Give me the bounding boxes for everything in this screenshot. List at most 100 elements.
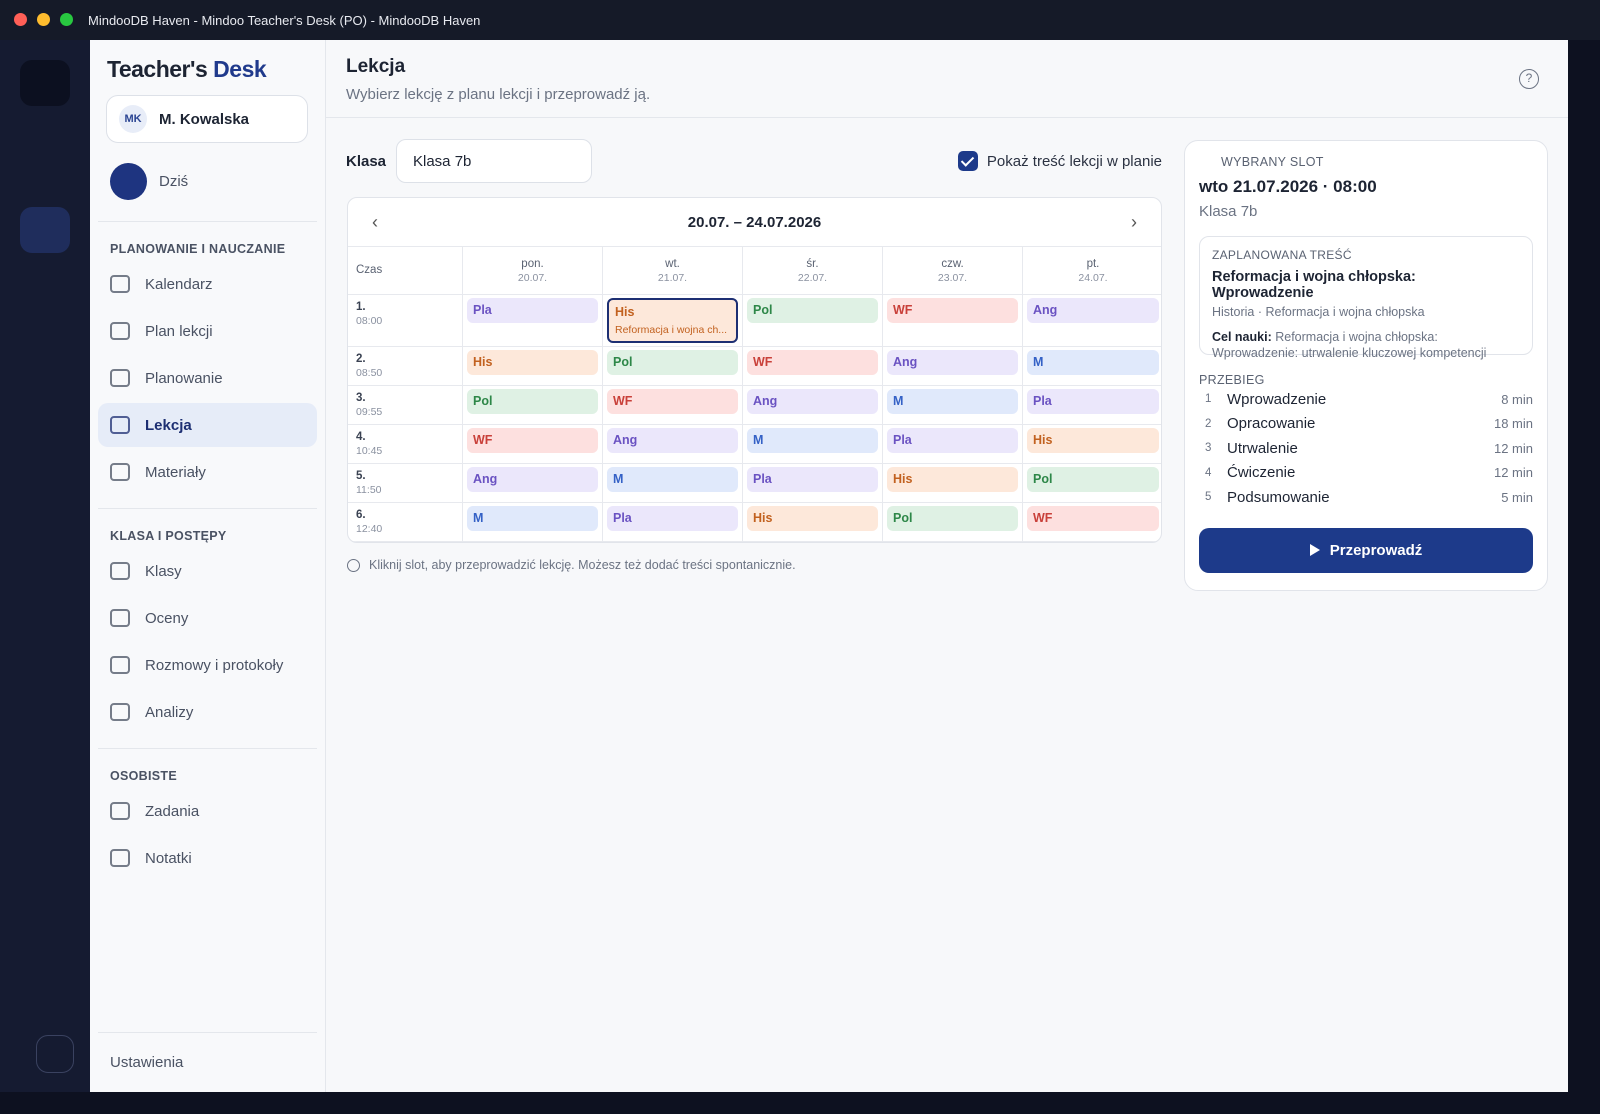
nav-label: Oceny (145, 609, 189, 627)
flow-step: 3 Utrwalenie 12 min (1199, 436, 1533, 461)
app-rail (0, 40, 90, 1092)
class-select[interactable]: Klasa 7b (396, 139, 592, 183)
lesson-subject: Pla (893, 433, 912, 447)
start-button[interactable]: Przeprowadź (1199, 527, 1533, 573)
day-header: śr. 22.07. (743, 247, 883, 295)
period-number: 2. (356, 353, 366, 365)
lesson-slot[interactable]: His (887, 467, 1018, 492)
day-name: śr. (806, 258, 819, 270)
lesson-slot[interactable]: M (747, 428, 878, 453)
nav-item[interactable]: Plan lekcji (98, 309, 317, 353)
settings-link[interactable]: Ustawienia (98, 1032, 317, 1092)
lesson-slot[interactable]: Pla (747, 467, 878, 492)
lesson-slot[interactable]: Pla (887, 428, 1018, 453)
nav-item[interactable]: Oceny (98, 596, 317, 640)
slot-cell: Pol (463, 386, 603, 425)
day-header: wt. 21.07. (603, 247, 743, 295)
nav-item[interactable]: Notatki (98, 836, 317, 880)
lesson-slot[interactable]: Pol (467, 389, 598, 414)
nav-label: Zadania (145, 802, 200, 820)
lesson-slot[interactable]: Ang (467, 467, 598, 492)
day-date: 22.07. (797, 272, 828, 284)
lesson-slot[interactable]: WF (887, 298, 1018, 323)
brand-first: Teacher's (107, 56, 208, 82)
lesson-slot[interactable]: Ang (887, 350, 1018, 375)
lesson-subject: WF (893, 303, 913, 317)
show-content-toggle[interactable]: Pokaż treść lekcji w planie (957, 151, 1162, 171)
lesson-slot[interactable]: His Reformacja i wojna ch... (607, 298, 738, 343)
lesson-slot[interactable]: Pol (887, 506, 1018, 531)
lesson-slot[interactable]: His (1027, 428, 1159, 453)
slot-cell: Ang (603, 425, 743, 464)
lesson-subject: M (473, 511, 484, 525)
lesson-subject: Pol (613, 355, 633, 369)
show-content-label: Pokaż treść lekcji w planie (986, 152, 1162, 170)
day-name: pon. (521, 258, 544, 270)
period: 3. 09:55 (348, 386, 463, 425)
lesson-slot[interactable]: M (607, 467, 738, 492)
rail-dashboard[interactable] (20, 150, 70, 196)
checkbox[interactable] (957, 151, 978, 171)
lesson-subject: WF (753, 355, 773, 369)
today-link[interactable]: Dziś (110, 161, 317, 201)
nav-item[interactable]: Rozmowy i protokoły (98, 643, 317, 687)
maximize-button[interactable] (60, 13, 73, 26)
slot-cell: Pla (883, 425, 1023, 464)
rail-collapse[interactable] (36, 1035, 74, 1073)
nav-label: Materiały (145, 463, 206, 481)
lesson-slot[interactable]: WF (747, 350, 878, 375)
goal-label: Cel nauki: (1212, 330, 1272, 344)
slot-datetime: wto 21.07.2026 · 08:00 (1199, 177, 1377, 196)
lesson-slot[interactable]: Pla (467, 298, 598, 323)
close-button[interactable] (14, 13, 27, 26)
rail-settings[interactable] (20, 442, 70, 488)
lesson-slot[interactable]: Pol (1027, 467, 1159, 492)
settings-label: Ustawienia (110, 1054, 184, 1071)
lesson-slot[interactable]: Pol (747, 298, 878, 323)
day-header: pon. 20.07. (463, 247, 603, 295)
lesson-slot[interactable]: Ang (747, 389, 878, 414)
nav-item[interactable]: Zadania (98, 789, 317, 833)
rail-scan[interactable] (20, 325, 70, 371)
nav-icon (110, 369, 130, 387)
lesson-slot[interactable]: WF (607, 389, 738, 414)
brand: Teacher's Desk (107, 56, 317, 83)
minimize-button[interactable] (37, 13, 50, 26)
lesson-slot[interactable]: Ang (607, 428, 738, 453)
lesson-slot[interactable]: Pol (607, 350, 738, 375)
lesson-slot[interactable]: M (887, 389, 1018, 414)
nav-item[interactable]: Analizy (98, 690, 317, 734)
help-button[interactable]: ? (1519, 69, 1539, 89)
prev-week[interactable]: ‹ (372, 212, 378, 232)
slot-cell: M (1023, 347, 1161, 386)
slot-cell: M (463, 503, 603, 542)
lesson-slot[interactable]: WF (467, 428, 598, 453)
rail-sync[interactable] (20, 266, 70, 312)
step-number: 5 (1205, 491, 1212, 504)
rail-launch[interactable] (20, 207, 70, 253)
rail-database[interactable] (20, 383, 70, 429)
slot-cell: WF (743, 347, 883, 386)
lesson-slot[interactable]: Pla (607, 506, 738, 531)
next-week[interactable]: › (1131, 212, 1137, 232)
lesson-subject: M (893, 394, 904, 408)
lesson-slot[interactable]: Pla (1027, 389, 1159, 414)
slot-cell: Pla (463, 295, 603, 347)
nav-item[interactable]: Klasy (98, 549, 317, 593)
nav-icon (110, 802, 130, 820)
lesson-slot[interactable]: His (747, 506, 878, 531)
nav-item[interactable]: Planowanie (98, 356, 317, 400)
lesson-slot[interactable]: Ang (1027, 298, 1159, 323)
lesson-slot[interactable]: M (467, 506, 598, 531)
planned-title: Reformacja i wojna chłopska: Wprowadzeni… (1212, 269, 1416, 301)
lesson-slot[interactable]: M (1027, 350, 1159, 375)
lesson-slot[interactable]: His (467, 350, 598, 375)
nav-item[interactable]: Materiały (98, 450, 317, 494)
nav-item[interactable]: Kalendarz (98, 262, 317, 306)
lesson-slot[interactable]: WF (1027, 506, 1159, 531)
lesson-subject: WF (473, 433, 493, 447)
nav-section: KLASA I POSTĘPY Klasy Oceny Rozmowy i proto… (98, 508, 317, 734)
lesson-subject: Pla (613, 511, 632, 525)
user-select[interactable]: MK M. Kowalska (106, 95, 308, 143)
nav-item[interactable]: Lekcja (98, 403, 317, 447)
